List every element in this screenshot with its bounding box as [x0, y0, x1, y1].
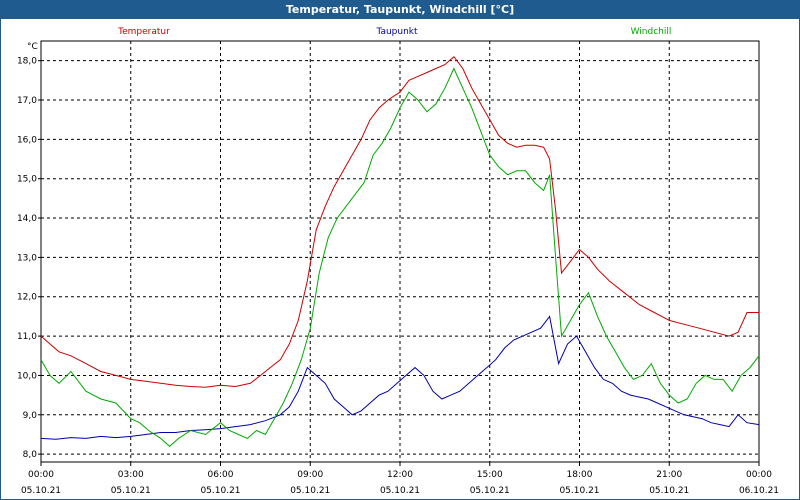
y-tick-label: 16,0 [17, 135, 37, 145]
y-tick-label: 14,0 [17, 214, 37, 224]
series-lines [40, 55, 760, 447]
legend-entry-windchill: Windchill [631, 27, 672, 37]
x-tick-date-label: 05.10.21 [380, 486, 420, 496]
y-tick-label: 17,0 [17, 96, 37, 106]
x-tick-time-label: 06:00 [208, 470, 234, 480]
x-tick-date-label: 06.10.21 [739, 486, 779, 496]
x-tick-time-label: 15:00 [477, 470, 503, 480]
x-tick-time-label: 21:00 [656, 470, 682, 480]
x-tick-date-label: 05.10.21 [649, 486, 689, 496]
y-tick-label: 18,0 [17, 57, 37, 67]
x-tick-time-label: 18:00 [567, 470, 593, 480]
x-tick-date-label: 05.10.21 [111, 486, 151, 496]
y-tick-label: 13,0 [17, 253, 37, 263]
y-tick-label: 15,0 [17, 175, 37, 185]
y-tick-label: 9,0 [23, 411, 38, 421]
y-tick-label: 10,0 [17, 371, 37, 381]
x-tick-date-label: 05.10.21 [470, 486, 510, 496]
y-tick-label: 11,0 [17, 332, 37, 342]
legend-entry-taupunkt: Taupunkt [375, 27, 418, 37]
x-tick-date-label: 05.10.21 [290, 486, 330, 496]
x-tick-date-label: 05.10.21 [559, 486, 599, 496]
x-tick-date-label: 05.10.21 [21, 486, 61, 496]
x-tick-time-label: 09:00 [297, 470, 323, 480]
x-tick-time-label: 00:00 [28, 470, 54, 480]
y-tick-label: 8,0 [23, 450, 38, 460]
series-line-temperatur [40, 55, 759, 388]
series-line-windchill [40, 67, 760, 447]
x-axis-ticks: 00:00 05.10.21 03:00 05.10.21 06:00 05.10.21 0… [21, 462, 779, 496]
y-axis-label: °C [27, 42, 38, 52]
x-tick-time-label: 03:00 [118, 470, 144, 480]
y-axis-ticks: 8,0 9,0 10,0 11,0 12,0 13,0 14,0 15,0 16,0 17,0 18… [17, 57, 41, 460]
legend: Temperatur Taupunkt Windchill [117, 27, 671, 37]
legend-entry-temperatur: Temperatur [117, 27, 170, 37]
chart-title: Temperatur, Taupunkt, Windchill [°C] [1, 1, 799, 19]
x-tick-time-label: 12:00 [387, 470, 413, 480]
y-tick-label: 12,0 [17, 293, 37, 303]
x-tick-time-label: 00:00 [746, 470, 772, 480]
x-tick-date-label: 05.10.21 [200, 486, 240, 496]
grid [41, 41, 759, 462]
